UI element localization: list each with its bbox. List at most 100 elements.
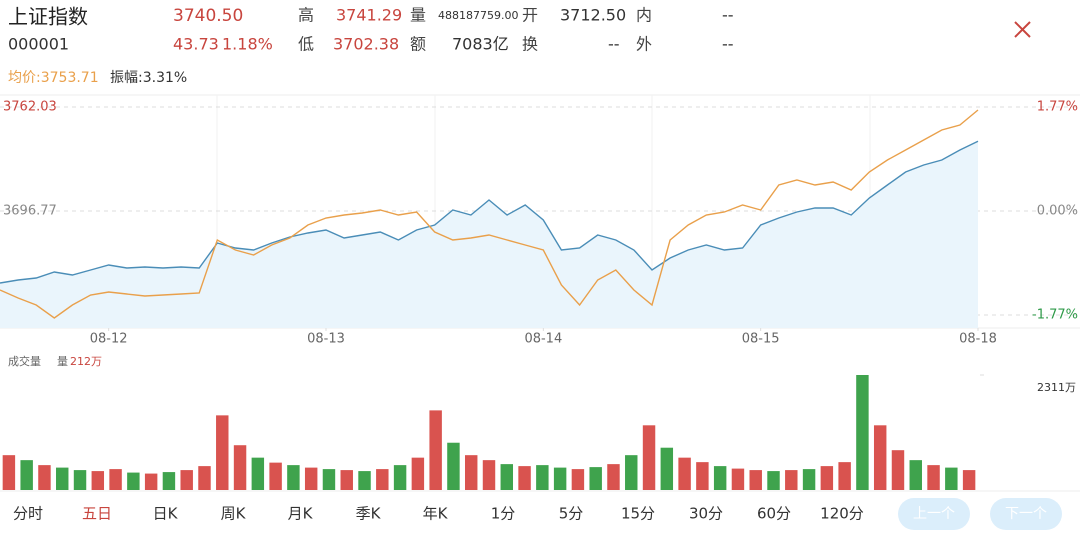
volume-bar <box>696 462 709 490</box>
stat-label: 低 <box>298 35 314 54</box>
stat-value: -- <box>722 35 734 54</box>
volume-bar <box>340 470 353 490</box>
amplitude: 振幅:3.31% <box>110 70 187 86</box>
stat-value: 3741.29 <box>336 6 402 25</box>
stat-label: 量 <box>410 6 426 25</box>
volume-bar <box>269 462 282 490</box>
volume-bar <box>287 465 300 490</box>
stat-value: 488187759.00 <box>438 9 518 22</box>
volume-bar <box>198 466 211 490</box>
volume-bar <box>304 467 318 490</box>
nav-button-bg <box>898 498 970 530</box>
volume-bar <box>109 469 122 490</box>
price-chart: 3762.033696.773631.511.77%0.00%-1.77%08-… <box>0 95 1080 347</box>
period-tab[interactable]: 1分 <box>491 505 516 523</box>
volume-bar <box>909 460 922 490</box>
stat-value: 3712.50 <box>560 6 626 25</box>
last-price: 3740.50 <box>173 6 243 26</box>
price-line <box>0 109 979 319</box>
stat-label: 内 <box>636 6 652 25</box>
y-tick-label: 2311万 <box>1037 381 1076 394</box>
volume-bar <box>891 450 905 490</box>
price-line <box>0 140 979 284</box>
stat-value: 3702.38 <box>333 35 399 54</box>
period-tab[interactable]: 30分 <box>689 505 723 523</box>
index-code: 000001 <box>8 35 69 54</box>
period-tab[interactable]: 周K <box>221 505 247 523</box>
close-button[interactable] <box>1014 21 1031 38</box>
period-tab[interactable]: 月K <box>288 505 314 523</box>
volume-bar <box>216 415 229 490</box>
stat-value: 7083亿 <box>452 35 509 54</box>
volume-value: 212万 <box>70 355 102 368</box>
avg-price: 均价:3753.71 <box>8 70 99 86</box>
y2-tick-label: -1.77% <box>1032 308 1078 323</box>
volume-bar <box>767 471 780 490</box>
volume-bar <box>820 466 834 490</box>
volume-bar <box>660 447 674 490</box>
nav-button[interactable]: 上一个 <box>898 498 970 530</box>
volume-chart: 成交量 量 212万 2311万 <box>2 354 1076 490</box>
volume-bar <box>162 472 176 490</box>
volume-bar <box>945 467 958 490</box>
volume-bar <box>553 467 567 490</box>
volume-bar <box>56 467 69 490</box>
volume-bar <box>678 457 691 490</box>
volume-bar <box>393 465 407 490</box>
volume-bar <box>251 457 265 490</box>
volume-bar <box>856 375 869 490</box>
period-tab[interactable]: 年K <box>423 505 449 523</box>
x-tick-label: 08-15 <box>742 332 780 347</box>
volume-bar <box>180 470 193 490</box>
period-tab[interactable]: 季K <box>356 505 382 523</box>
volume-bar <box>358 471 371 490</box>
index-name: 上证指数 <box>8 5 88 29</box>
y2-tick-label: 0.00% <box>1037 203 1078 218</box>
volume-bar <box>518 466 531 490</box>
volume-bar <box>233 445 247 490</box>
stat-value: -- <box>722 6 734 25</box>
volume-bar <box>38 465 51 490</box>
volume-bar <box>500 464 514 490</box>
volume-bar <box>589 467 602 490</box>
y-tick-label: 3696.77 <box>3 203 57 218</box>
volume-bar <box>73 470 87 490</box>
period-tab[interactable]: 60分 <box>757 505 791 523</box>
x-tick-label: 08-12 <box>90 332 128 347</box>
period-tab[interactable]: 15分 <box>621 505 655 523</box>
volume-bar <box>464 455 478 490</box>
volume-bar <box>642 425 656 490</box>
y2-tick-label: 1.77% <box>1037 99 1078 114</box>
volume-bar <box>731 468 745 490</box>
volume-bar <box>447 442 460 490</box>
volume-bar <box>838 462 851 490</box>
nav-button[interactable]: 下一个 <box>990 498 1062 530</box>
volume-bar <box>127 472 140 490</box>
period-tab[interactable]: 分时 <box>13 505 43 523</box>
stat-label: 开 <box>522 6 538 25</box>
period-tab[interactable]: 5分 <box>559 505 584 523</box>
x-tick-label: 08-13 <box>307 332 345 347</box>
stat-label: 高 <box>298 6 314 25</box>
stat-value: -- <box>608 35 620 54</box>
volume-bar <box>802 469 816 490</box>
stat-label: 外 <box>636 35 652 54</box>
volume-bar <box>91 471 105 490</box>
volume-bar <box>713 466 727 490</box>
nav-button-label: 下一个 <box>1005 506 1047 522</box>
volume-bar <box>625 455 638 490</box>
volume-bar <box>376 469 389 490</box>
period-tab[interactable]: 五日 <box>82 505 112 523</box>
period-tab[interactable]: 日K <box>153 505 179 523</box>
volume-bar <box>2 455 16 490</box>
volume-bar <box>536 465 549 490</box>
nav-button-bg <box>990 498 1062 530</box>
x-tick-label: 08-14 <box>524 332 562 347</box>
change-pct: 1.18% <box>222 35 273 54</box>
volume-bar <box>411 457 425 490</box>
period-tab[interactable]: 120分 <box>820 505 864 523</box>
change: 43.73 <box>173 35 219 54</box>
nav-button-label: 上一个 <box>913 506 955 522</box>
volume-title: 成交量 <box>8 354 41 368</box>
